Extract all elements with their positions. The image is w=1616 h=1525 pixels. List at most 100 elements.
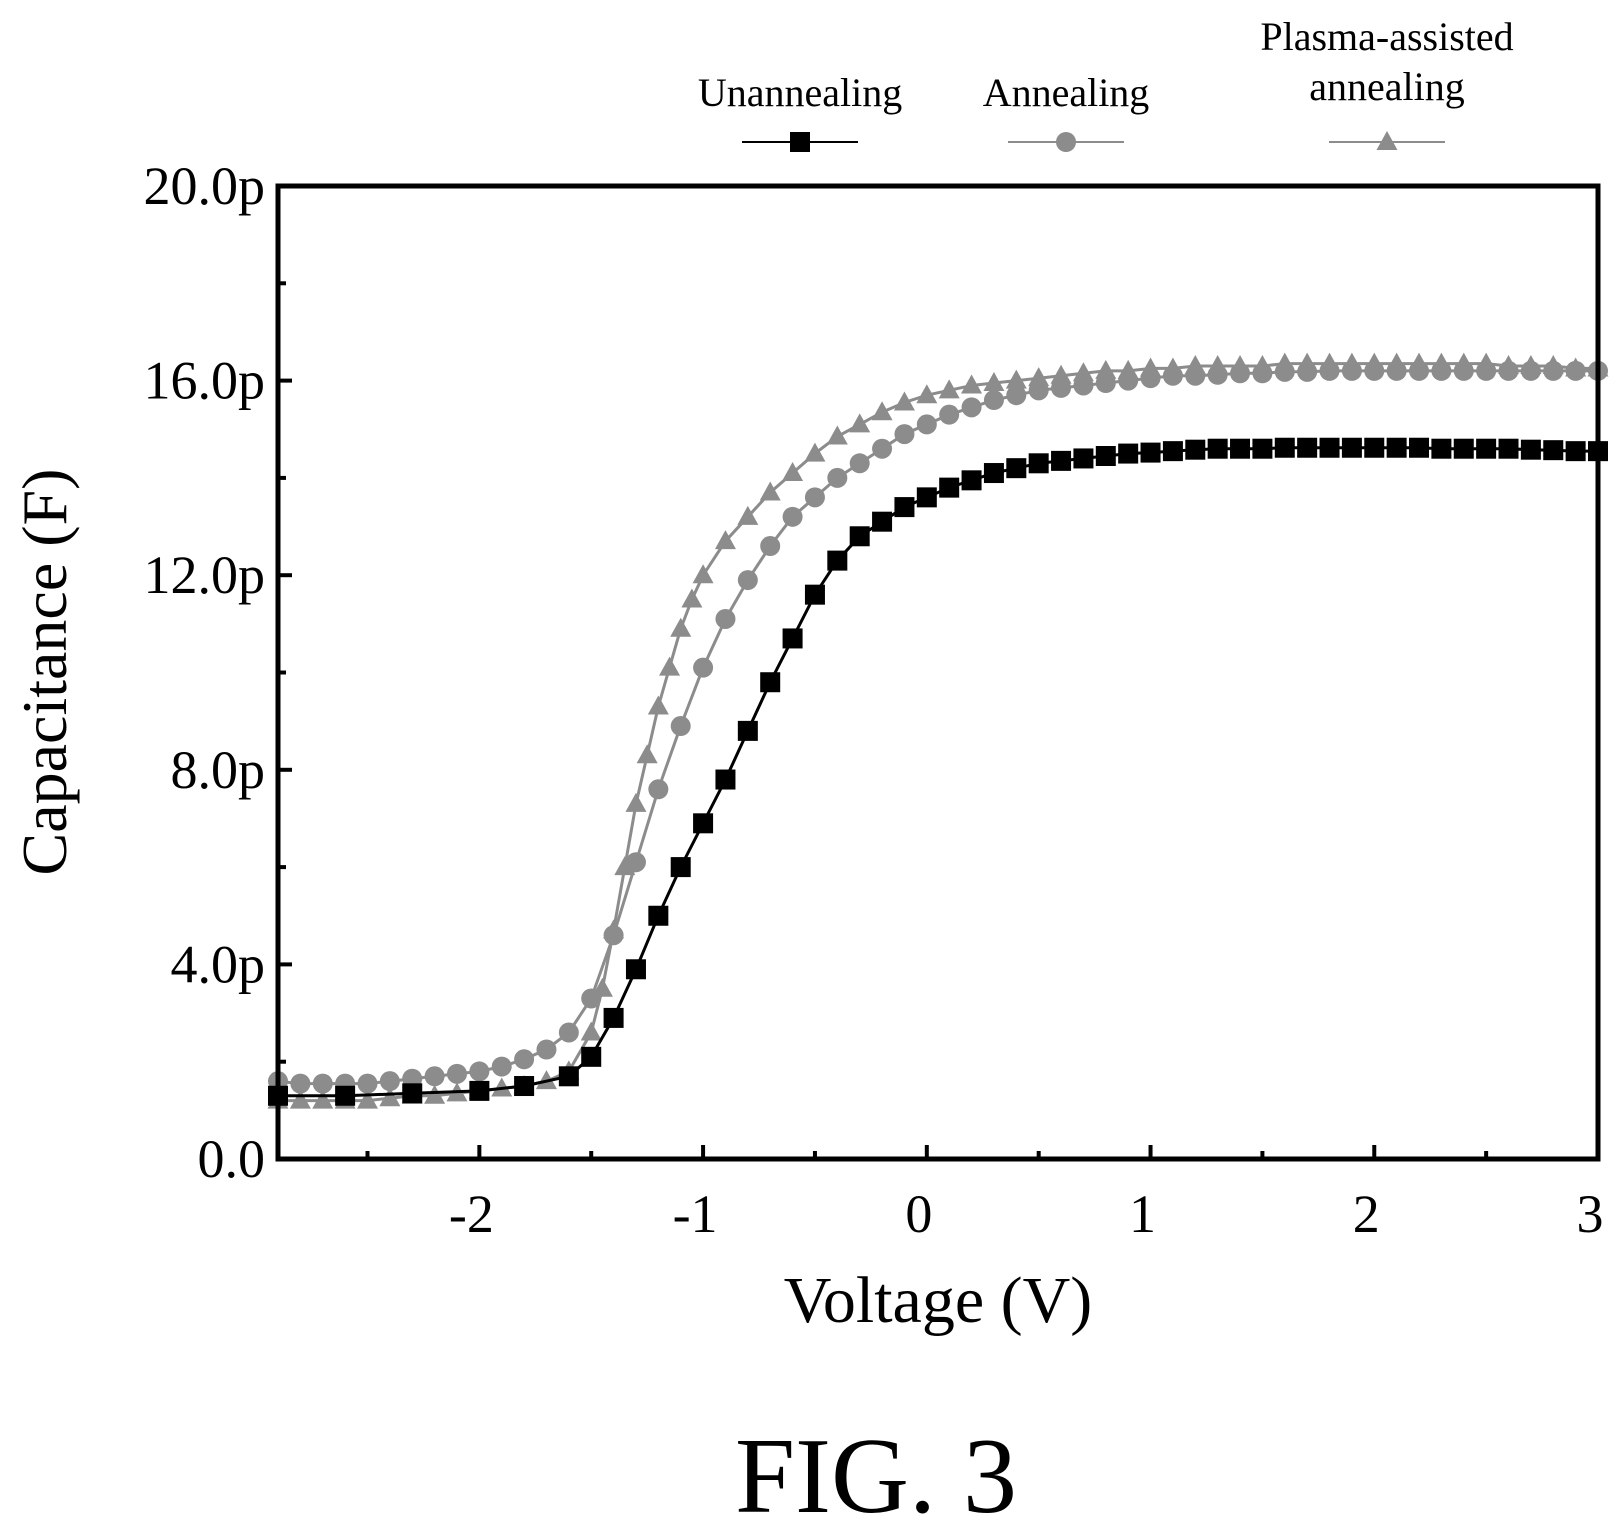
data-point [961,374,983,394]
data-point [1565,441,1586,462]
data-point [379,1087,401,1107]
series-triangle [267,352,1609,1109]
data-point [659,656,681,676]
data-point [760,672,781,693]
data-point [446,1063,467,1084]
data-point [357,1073,378,1094]
data-point [581,988,602,1009]
data-point [983,390,1004,411]
data-point [1297,437,1318,458]
legend-marker [1376,131,1398,150]
data-point [514,1049,535,1070]
data-point [1051,450,1072,471]
data-point [1073,375,1094,396]
data-point [625,792,647,812]
data-point [1319,360,1340,381]
series-line [278,446,1598,1098]
data-point [939,477,960,498]
data-point [1095,373,1116,394]
data-point [469,1080,490,1101]
data-point [1431,438,1452,459]
data-point [759,481,781,501]
legend-label: Unannealing [698,70,902,115]
data-point [804,487,825,508]
data-point [1006,385,1027,406]
data-point [681,588,703,608]
data-point [1520,439,1541,460]
data-point [1297,361,1318,382]
data-point [1520,360,1541,381]
data-point [983,463,1004,484]
data-point [894,424,915,445]
data-point [1252,363,1273,384]
legend-label: Plasma-assisted annealing [1260,14,1513,109]
y-tick-label: 16.0p [144,351,266,411]
data-point [1543,360,1564,381]
data-point [849,413,871,433]
data-point [402,1083,423,1104]
data-point [737,720,758,741]
data-point [614,856,636,876]
series-line [278,362,1598,1103]
data-point [1185,439,1206,460]
data-point [872,438,893,459]
data-point [648,779,669,800]
data-point [1118,443,1139,464]
data-point [1072,362,1094,382]
plot-frame [275,183,1601,1162]
data-point [603,1007,624,1028]
data-point [1207,364,1228,385]
data-point [312,1073,333,1094]
data-point [1028,380,1049,401]
data-point [1162,365,1183,386]
data-point [916,384,938,404]
data-point [715,608,736,629]
data-point [647,695,669,715]
data-point [1543,440,1564,461]
data-point [379,1071,400,1092]
y-axis-label: Capacitance (F) [9,469,80,876]
data-point [1073,448,1094,469]
data-point [670,857,691,878]
x-tick-label: -1 [673,1184,718,1244]
data-point [1498,360,1519,381]
data-point [1028,453,1049,474]
data-point [1006,458,1027,479]
data-point [1341,360,1362,381]
data-point [1409,360,1430,381]
data-point [804,442,826,462]
data-point [1386,437,1407,458]
data-point [692,564,714,584]
plot-series-layer [267,352,1609,1109]
y-tick-label: 20.0p [144,156,266,216]
data-point [1341,437,1362,458]
data-point [916,487,937,508]
data-point [872,511,893,532]
data-point [827,467,848,488]
legend-item-triangle: Plasma-assisted annealing [1260,14,1514,150]
data-point [871,401,893,421]
data-point [1207,438,1228,459]
data-point [1050,364,1072,384]
figure-label: FIG. 3 [735,1417,1017,1525]
data-point [760,536,781,557]
data-point [1565,360,1586,381]
data-point [1386,360,1407,381]
data-point [648,905,669,926]
data-point [1051,377,1072,398]
data-point [1095,359,1117,379]
data-point [558,1066,579,1087]
data-point [670,617,692,637]
data-point [1364,437,1385,458]
data-point [1095,446,1116,467]
data-point [894,497,915,518]
y-tick-label: 8.0p [171,740,266,800]
data-point [893,391,915,411]
data-point [782,462,804,482]
data-point [289,1089,311,1109]
data-point [1230,363,1251,384]
y-tick-label: 0.0 [198,1129,266,1189]
data-point [1274,437,1295,458]
data-point [782,506,803,527]
data-point [916,414,937,435]
